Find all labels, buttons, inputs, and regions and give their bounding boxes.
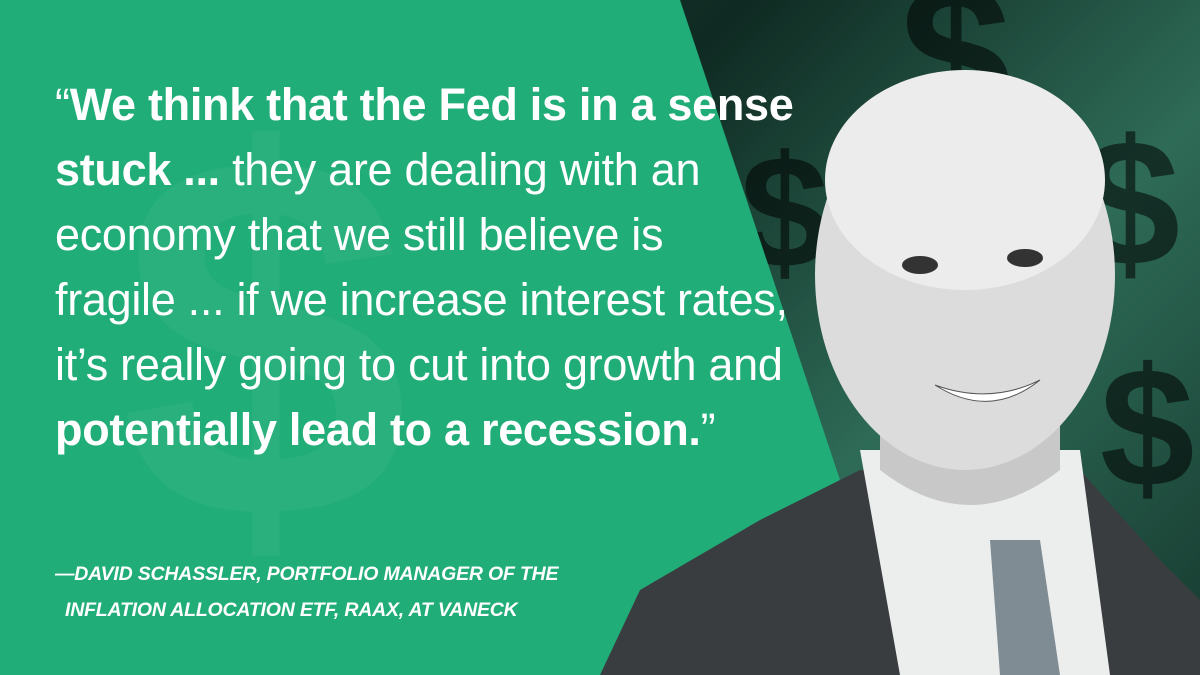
dollar-watermark-icon: $ [120,0,540,675]
attribution: —DAVID SCHASSLER, PORTFOLIO MANAGER OF T… [55,556,559,628]
right-eye [1007,249,1043,267]
attribution-line-2: INFLATION ALLOCATION ETF, RAAX, AT VANEC… [65,599,518,621]
smile [934,379,1041,402]
left-eye [902,256,938,274]
tie [990,540,1060,675]
scalp [825,70,1105,290]
dollar-sign-icon: $ [1100,333,1195,523]
close-quote-mark: ” [700,404,716,455]
quote-text: “We think that the Fed is in a sense stu… [55,72,795,462]
attribution-line-1: —DAVID SCHASSLER, PORTFOLIO MANAGER OF T… [55,563,559,585]
quote-body: they are dealing with an economy that we… [55,144,788,390]
quote-bold-closing: potentially lead to a recession. [55,404,701,455]
quote-bold-opening: We think that the Fed is in a sense stuc… [55,79,794,195]
open-quote-mark: “ [55,79,70,130]
